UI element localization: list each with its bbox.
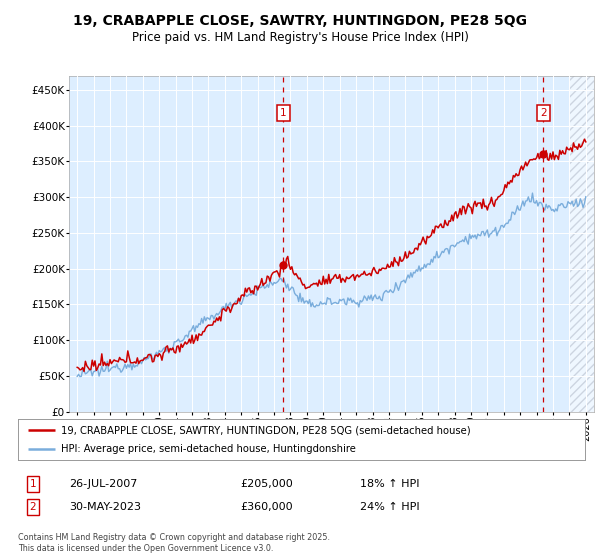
Text: 24% ↑ HPI: 24% ↑ HPI <box>360 502 419 512</box>
Text: 26-JUL-2007: 26-JUL-2007 <box>69 479 137 489</box>
Text: Price paid vs. HM Land Registry's House Price Index (HPI): Price paid vs. HM Land Registry's House … <box>131 31 469 44</box>
Text: HPI: Average price, semi-detached house, Huntingdonshire: HPI: Average price, semi-detached house,… <box>61 444 355 454</box>
Text: 18% ↑ HPI: 18% ↑ HPI <box>360 479 419 489</box>
Text: £205,000: £205,000 <box>240 479 293 489</box>
Text: 1: 1 <box>280 108 287 118</box>
Text: £360,000: £360,000 <box>240 502 293 512</box>
Text: 1: 1 <box>29 479 37 489</box>
Text: 30-MAY-2023: 30-MAY-2023 <box>69 502 141 512</box>
Text: Contains HM Land Registry data © Crown copyright and database right 2025.
This d: Contains HM Land Registry data © Crown c… <box>18 533 330 553</box>
Text: 2: 2 <box>29 502 37 512</box>
Text: 19, CRABAPPLE CLOSE, SAWTRY, HUNTINGDON, PE28 5QG: 19, CRABAPPLE CLOSE, SAWTRY, HUNTINGDON,… <box>73 14 527 28</box>
Text: 2: 2 <box>540 108 547 118</box>
Bar <box>569 76 594 412</box>
Text: 19, CRABAPPLE CLOSE, SAWTRY, HUNTINGDON, PE28 5QG (semi-detached house): 19, CRABAPPLE CLOSE, SAWTRY, HUNTINGDON,… <box>61 426 470 436</box>
